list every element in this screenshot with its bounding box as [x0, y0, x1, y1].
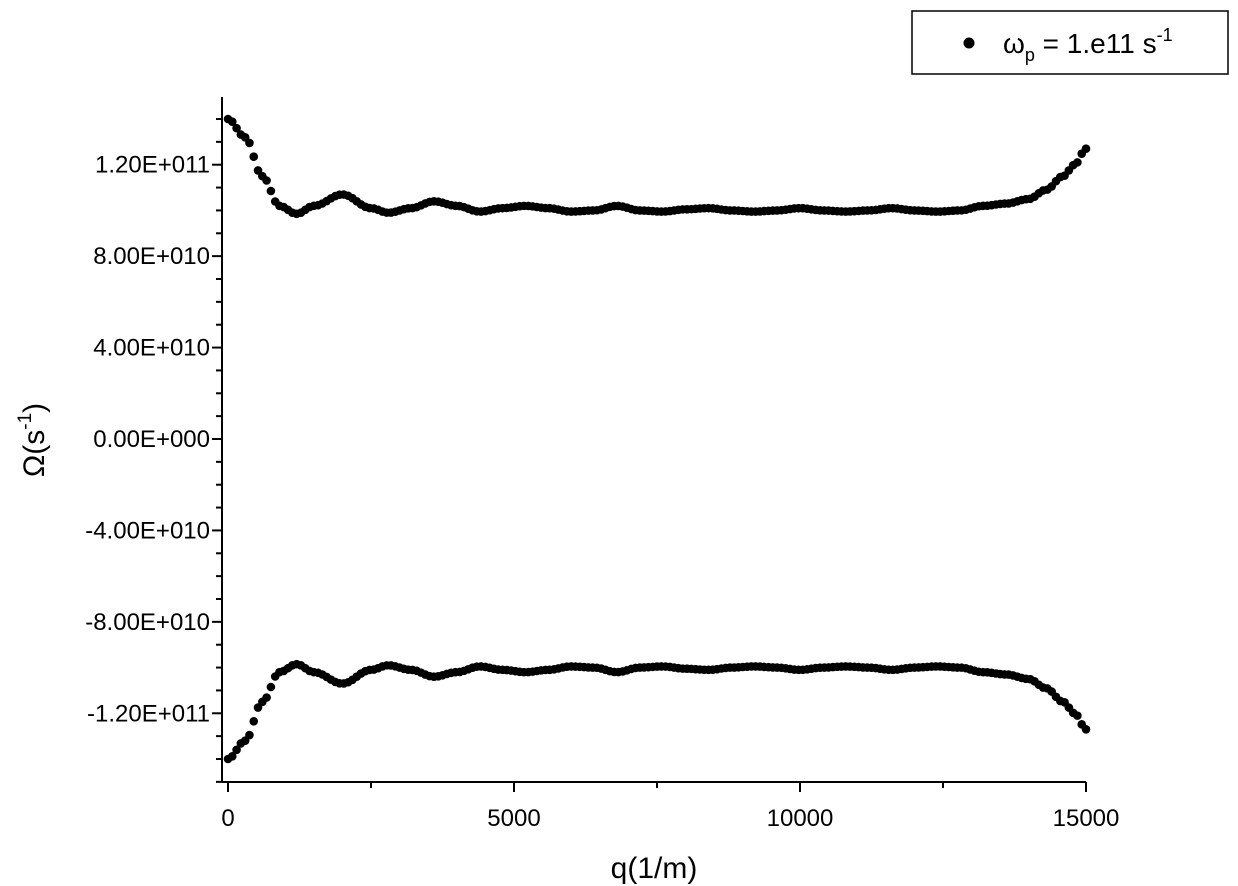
- x-tick-label: 5000: [487, 805, 540, 832]
- x-axis-title: q(1/m): [611, 852, 698, 885]
- legend-superscript: -1: [1157, 25, 1173, 45]
- y-tick-label: -4.00E+010: [85, 517, 210, 544]
- data-point-upper: [1081, 144, 1091, 154]
- y-ticks: 1.20E+011 8.00E+010 4.00E+010 0.00E+000 -4.0…: [85, 118, 222, 783]
- legend-subscript: p: [1025, 45, 1035, 65]
- y-axis-title-superscript: -1: [15, 413, 36, 430]
- x-tick-label: 10000: [767, 805, 834, 832]
- x-tick-label: 0: [221, 805, 234, 832]
- y-axis-title: Ω(s-1): [15, 403, 51, 477]
- y-tick-label: 8.00E+010: [93, 243, 210, 270]
- data-point-lower: [1081, 724, 1091, 734]
- data-point-upper: [227, 117, 237, 126]
- y-axis-title-close: ): [18, 403, 51, 413]
- data-point-upper: [249, 152, 259, 162]
- data-point-upper: [266, 186, 276, 196]
- data-point-lower: [245, 730, 254, 740]
- data-point-upper: [232, 123, 241, 133]
- legend: ωp = 1.e11 s-1: [911, 10, 1229, 75]
- data-point-lower: [262, 693, 271, 702]
- x-ticks: 0 5000 10000 15000: [221, 782, 1119, 832]
- data-point-lower: [266, 682, 276, 692]
- legend-label: ωp = 1.e11 s-1: [1003, 25, 1173, 65]
- x-tick-label: 15000: [1053, 805, 1120, 832]
- y-tick-label: 0.00E+000: [93, 426, 210, 453]
- data-point-lower: [227, 752, 237, 761]
- y-tick-label: -1.20E+011: [87, 700, 210, 727]
- y-tick-label: -8.00E+010: [85, 609, 210, 636]
- legend-marker: [963, 37, 975, 49]
- data-point-lower: [232, 745, 241, 755]
- y-axis-title-base: Ω(s: [18, 430, 51, 477]
- data-point-upper: [1073, 158, 1082, 167]
- data-point-lower: [1073, 711, 1082, 720]
- y-tick-label: 4.00E+010: [93, 335, 210, 362]
- y-tick-label: 1.20E+011: [95, 152, 210, 179]
- legend-symbol: ω: [1003, 28, 1025, 59]
- data-point-upper: [245, 138, 254, 148]
- data-point-lower: [249, 716, 259, 726]
- legend-equation: = 1.e11 s: [1035, 28, 1157, 59]
- data-point-upper: [262, 176, 271, 185]
- data-points: [223, 114, 1091, 764]
